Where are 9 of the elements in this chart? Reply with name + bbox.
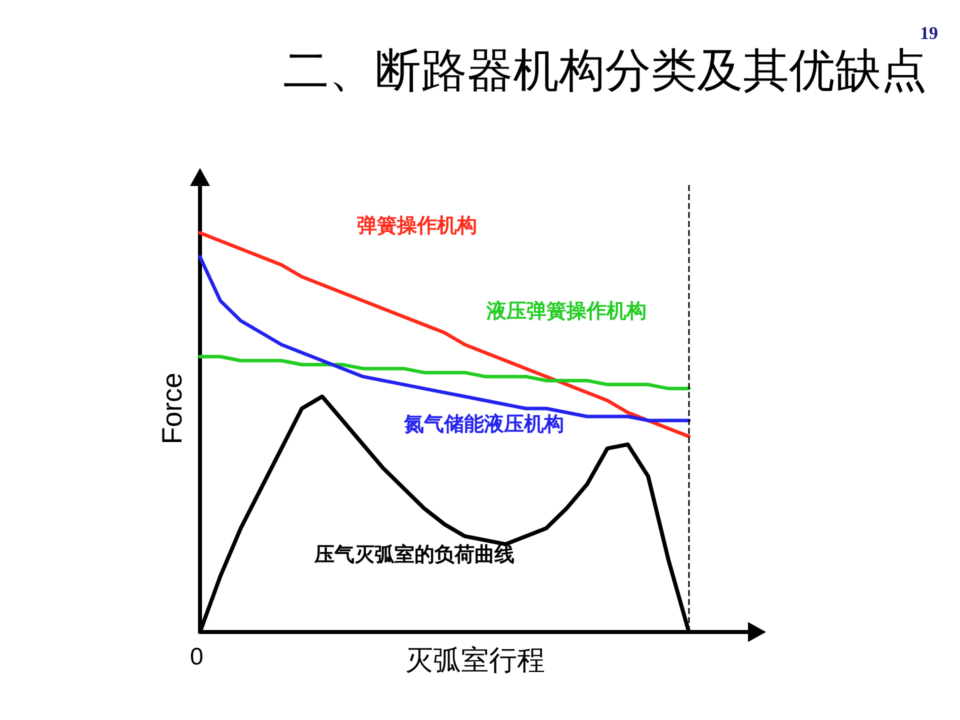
text: 19 xyxy=(920,23,938,43)
series-label: 氮气储能液压机构 xyxy=(403,412,564,436)
chart-title: 二、断路器机构分类及其优缺点 xyxy=(283,43,927,97)
text: 0 xyxy=(190,644,204,670)
text: 弹簧操作机构 xyxy=(357,212,478,237)
text: 液压弹簧操作机构 xyxy=(486,298,647,323)
series-label: 压气灭弧室的负荷曲线 xyxy=(313,542,514,566)
y-axis-title: Force xyxy=(156,372,188,444)
x-axis-title: 灭弧室行程 xyxy=(405,644,545,676)
